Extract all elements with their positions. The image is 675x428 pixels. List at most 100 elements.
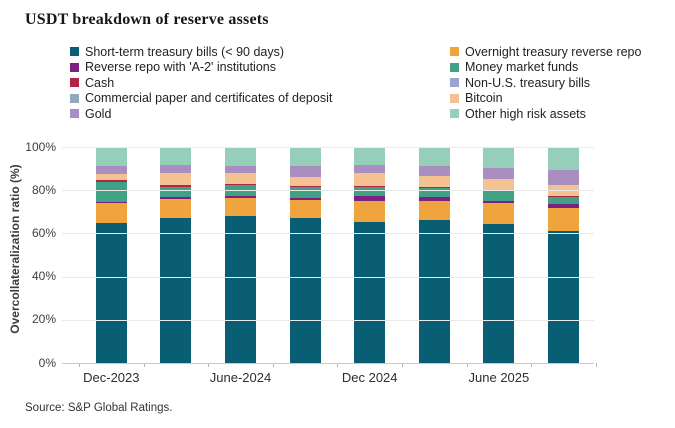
bar-segment-reverse-repo-with-a-2-institutions xyxy=(160,197,192,199)
bar-segment-short-term-treasury-bills-90-days xyxy=(225,216,256,363)
y-tick-label: 20% xyxy=(31,312,56,327)
bar-segment-overnight-treasury-reverse-repo xyxy=(160,198,192,219)
legend-swatch-overnight-treasury-reverse-repo xyxy=(450,47,459,57)
bar-segment-other-high-risk-assets xyxy=(418,147,450,167)
bar-segment-other-high-risk-assets xyxy=(95,147,127,167)
bar-segment-other-high-risk-assets xyxy=(548,147,579,171)
bar-segment-money-market-funds xyxy=(160,187,192,198)
legend-item-commercial-paper-and-certificates-of-deposit: Commercial paper and certificates of dep… xyxy=(70,91,410,107)
bar-segment-short-term-treasury-bills-90-days xyxy=(483,224,515,363)
legend-swatch-other-high-risk-assets xyxy=(450,109,459,119)
bar-segment-reverse-repo-with-a-2-institutions xyxy=(418,197,450,201)
legend-item-overnight-treasury-reverse-repo: Overnight treasury reverse repo xyxy=(450,44,675,60)
bar-segment-overnight-treasury-reverse-repo xyxy=(354,201,386,222)
x-axis-label: June-2024 xyxy=(209,370,272,385)
legend-label: Gold xyxy=(85,106,112,121)
bar-segment-reverse-repo-with-a-2-institutions xyxy=(548,203,579,208)
gridline xyxy=(62,276,594,278)
x-tick-mark xyxy=(531,363,533,367)
bar-segment-gold xyxy=(225,165,256,174)
stacked-bar-1 xyxy=(95,147,127,363)
bar-segment-bitcoin xyxy=(483,178,515,190)
legend-column-left: Short-term treasury bills (< 90 days) Rev… xyxy=(70,44,410,122)
x-tick-mark xyxy=(272,363,274,367)
legend-label: Other high risk assets xyxy=(465,106,586,121)
bar-segment-gold xyxy=(160,164,192,174)
bar-segment-reverse-repo-with-a-2-institutions xyxy=(225,196,256,198)
y-tick-label: 0% xyxy=(38,355,56,370)
stacked-bar-3 xyxy=(225,147,256,363)
legend-item-cash: Cash xyxy=(70,75,410,91)
bar-segment-short-term-treasury-bills-90-days xyxy=(95,222,127,363)
bar-segment-overnight-treasury-reverse-repo xyxy=(289,199,321,219)
bar-segment-short-term-treasury-bills-90-days xyxy=(548,231,579,363)
bar-segment-bitcoin xyxy=(95,174,127,181)
legend-item-bitcoin: Bitcoin xyxy=(450,91,675,107)
legend-swatch-non-u-s-treasury-bills xyxy=(450,78,459,88)
bar-segment-cash xyxy=(289,186,321,188)
bar-segment-reverse-repo-with-a-2-institutions xyxy=(95,201,127,204)
gridline xyxy=(62,233,594,235)
y-tick-label: 100% xyxy=(25,139,56,154)
x-tick-mark xyxy=(79,363,80,367)
legend-label: Reverse repo with 'A-2' institutions xyxy=(85,60,276,75)
legend-label: Bitcoin xyxy=(465,91,503,106)
bar-segment-money-market-funds xyxy=(289,187,321,199)
bar-segment-gold xyxy=(548,170,579,186)
legend-swatch-gold xyxy=(70,109,79,119)
bar-segment-cash xyxy=(548,195,579,197)
bar-segment-other-high-risk-assets xyxy=(354,147,386,166)
stacked-bar-5 xyxy=(354,147,386,363)
legend-label: Non-U.S. treasury bills xyxy=(465,75,591,90)
bar-segment-short-term-treasury-bills-90-days xyxy=(160,218,192,363)
x-tick-mark xyxy=(337,363,339,367)
x-tick-mark xyxy=(466,363,468,367)
legend-swatch-short-term-treasury-bills-90-days xyxy=(70,47,79,57)
bar-segment-short-term-treasury-bills-90-days xyxy=(354,221,386,363)
bar-segment-gold xyxy=(483,167,515,179)
legend-label: Cash xyxy=(85,75,115,90)
bar-segment-reverse-repo-with-a-2-institutions xyxy=(289,198,321,200)
x-axis-label: Dec-2023 xyxy=(83,370,140,385)
x-tick-mark xyxy=(595,363,597,367)
bar-segment-money-market-funds xyxy=(354,186,386,196)
legend-swatch-money-market-funds xyxy=(450,62,459,72)
bar-segment-cash xyxy=(160,185,192,188)
bar-segment-other-high-risk-assets xyxy=(160,147,192,165)
bar-segment-bitcoin xyxy=(225,173,256,185)
x-axis-line xyxy=(62,363,594,364)
bar-segment-bitcoin xyxy=(289,176,321,187)
bar-segment-gold xyxy=(354,165,386,174)
bar-segment-reverse-repo-with-a-2-institutions xyxy=(483,200,515,204)
bar-segment-other-high-risk-assets xyxy=(225,147,256,166)
bar-segment-cash xyxy=(418,187,450,188)
y-tick-label: 60% xyxy=(31,225,56,240)
y-axis-ticks: 100% 80% 60% 40% 20% 0% xyxy=(0,140,56,369)
legend-swatch-commercial-paper-and-certificates-of-deposit xyxy=(70,93,79,103)
x-tick-mark xyxy=(208,363,210,367)
source-note: Source: S&P Global Ratings. xyxy=(25,402,173,414)
bar-segment-short-term-treasury-bills-90-days xyxy=(418,220,450,363)
bar-segment-reverse-repo-with-a-2-institutions xyxy=(354,195,386,202)
legend-item-other-high-risk-assets: Other high risk assets xyxy=(450,106,675,122)
legend-swatch-bitcoin xyxy=(450,93,459,103)
chart-title: USDT breakdown of reserve assets xyxy=(25,11,269,28)
bar-segment-overnight-treasury-reverse-repo xyxy=(483,203,515,225)
legend-item-reverse-repo-with-a-2-institutions: Reverse repo with 'A-2' institutions xyxy=(70,60,410,76)
x-axis-label: Dec 2024 xyxy=(341,370,398,385)
legend-swatch-cash xyxy=(70,78,79,88)
bar-segment-money-market-funds xyxy=(548,196,579,204)
bar-segment-overnight-treasury-reverse-repo xyxy=(548,207,579,232)
legend-label: Commercial paper and certificates of dep… xyxy=(85,91,333,106)
bar-segment-money-market-funds xyxy=(418,187,450,198)
bar-segment-other-high-risk-assets xyxy=(289,147,321,167)
legend-label: Money market funds xyxy=(465,60,579,75)
gridline xyxy=(62,190,594,192)
bars-region: Dec-2023 June-2024 Dec 2024 June 2025 xyxy=(79,147,597,385)
stacked-bar-8 xyxy=(548,147,579,363)
bar-segment-cash xyxy=(95,180,127,183)
bar-segment-overnight-treasury-reverse-repo xyxy=(95,203,127,223)
bar-segment-money-market-funds xyxy=(483,190,515,201)
legend-label: Overnight treasury reverse repo xyxy=(465,44,642,59)
